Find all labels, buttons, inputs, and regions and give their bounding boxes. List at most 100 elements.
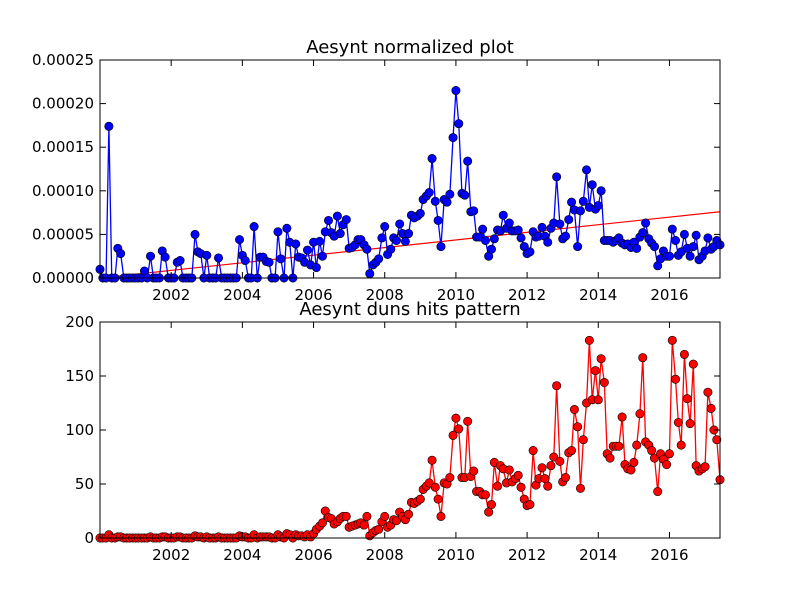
data-point xyxy=(302,245,312,255)
data-point xyxy=(480,490,490,500)
data-point xyxy=(493,481,503,491)
data-point xyxy=(626,465,636,475)
data-point xyxy=(291,239,301,249)
data-point xyxy=(617,412,627,422)
data-point xyxy=(273,227,283,237)
data-point xyxy=(332,211,342,221)
data-point xyxy=(323,215,333,225)
data-point xyxy=(700,462,710,472)
x-tick-label: 2004 xyxy=(223,286,261,304)
data-point xyxy=(311,263,321,273)
data-point xyxy=(146,251,156,261)
data-point xyxy=(424,478,434,488)
data-point xyxy=(555,456,565,466)
x-tick-label: 2004 xyxy=(223,546,261,564)
data-point xyxy=(391,236,401,246)
x-tick-label: 2016 xyxy=(650,286,688,304)
data-point xyxy=(587,180,597,190)
data-point xyxy=(380,222,390,232)
data-point xyxy=(451,413,461,423)
data-point xyxy=(575,483,585,493)
data-point xyxy=(685,419,695,429)
data-point xyxy=(703,387,713,397)
x-tick-label: 2014 xyxy=(579,546,617,564)
data-point xyxy=(489,234,499,244)
series-layer xyxy=(95,335,725,543)
plot-frame xyxy=(99,59,721,279)
data-point xyxy=(424,188,434,198)
data-point xyxy=(641,218,651,228)
data-point xyxy=(104,121,114,131)
data-point xyxy=(593,201,603,211)
data-point xyxy=(341,511,351,521)
y-tick-label: 0 xyxy=(84,529,94,547)
data-point xyxy=(596,354,606,364)
trend-line xyxy=(99,211,721,279)
data-point xyxy=(433,215,443,225)
y-tick-label: 0.00025 xyxy=(32,51,94,69)
data-point xyxy=(549,452,559,462)
y-tick-label: 0.00020 xyxy=(32,95,94,113)
data-point xyxy=(537,463,547,473)
data-point xyxy=(691,230,701,240)
data-point xyxy=(480,236,490,246)
data-point xyxy=(400,236,410,246)
data-point xyxy=(359,520,369,530)
data-point xyxy=(650,242,660,252)
x-tick-label: 2012 xyxy=(508,286,546,304)
data-point xyxy=(436,511,446,521)
data-point xyxy=(264,257,274,267)
ticks-layer: 2002 2004 2006 2008 2010 2012 2014 2016 0.00000 0… xyxy=(32,51,720,304)
data-point xyxy=(712,435,722,445)
data-point xyxy=(593,395,603,405)
x-tick-label: 2012 xyxy=(508,546,546,564)
data-point xyxy=(365,269,375,279)
data-point xyxy=(504,218,514,228)
data-point xyxy=(448,430,458,440)
x-tick-label: 2002 xyxy=(152,286,190,304)
data-point xyxy=(448,133,458,143)
y-tick-label: 0.00010 xyxy=(32,182,94,200)
chart-title: Aesynt duns hits pattern xyxy=(299,299,520,320)
data-point xyxy=(673,417,683,427)
data-point xyxy=(235,235,245,245)
data-point xyxy=(160,252,170,262)
data-point xyxy=(362,511,372,521)
data-point xyxy=(454,424,464,434)
data-point xyxy=(688,242,698,252)
chart-normalized-plot: Aesynt normalized plot 2002 2004 2006 2008 2… xyxy=(32,37,725,304)
data-point xyxy=(282,223,292,233)
y-tick-label: 0.00015 xyxy=(32,138,94,156)
data-point xyxy=(573,422,583,432)
y-tick-label: 50 xyxy=(75,475,94,493)
data-point xyxy=(671,236,681,246)
data-point xyxy=(463,156,473,166)
data-point xyxy=(513,470,523,480)
x-tick-label: 2016 xyxy=(650,546,688,564)
data-point xyxy=(540,474,550,484)
x-tick-label: 2006 xyxy=(294,546,332,564)
data-point xyxy=(415,208,425,218)
data-point xyxy=(190,229,200,239)
data-point xyxy=(688,359,698,369)
x-tick-label: 2002 xyxy=(152,546,190,564)
data-point xyxy=(427,455,437,465)
data-point xyxy=(391,516,401,526)
data-point xyxy=(706,403,716,413)
data-point xyxy=(605,453,615,463)
trend-line-layer xyxy=(99,211,721,279)
data-point xyxy=(276,254,286,264)
data-point xyxy=(679,229,689,239)
x-tick-label: 2010 xyxy=(437,546,475,564)
data-point xyxy=(703,233,713,243)
data-point xyxy=(214,253,224,263)
data-point xyxy=(671,374,681,384)
data-point xyxy=(436,242,446,252)
data-point xyxy=(317,518,327,528)
data-point xyxy=(404,229,414,239)
data-point xyxy=(537,222,547,232)
data-point xyxy=(249,222,259,232)
data-point xyxy=(516,233,526,243)
data-point xyxy=(525,500,535,510)
data-point xyxy=(667,335,677,345)
